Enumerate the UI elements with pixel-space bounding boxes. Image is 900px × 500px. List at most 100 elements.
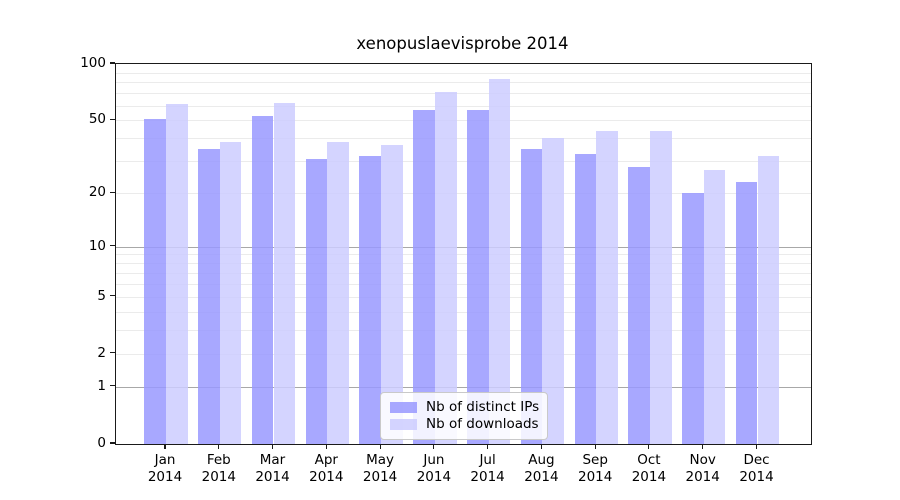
x-tick — [648, 444, 650, 450]
x-tick-label-aug: Aug 2014 — [511, 452, 571, 486]
bar-distinct-ips-jul — [466, 109, 489, 444]
minor-gridline — [116, 353, 811, 355]
bar-downloads-aug — [542, 138, 565, 444]
x-tick-label-dec: Dec 2014 — [727, 452, 787, 486]
bar-downloads-jan — [166, 104, 188, 444]
y-tick-label: 5 — [97, 287, 106, 304]
x-tick-label-feb: Feb 2014 — [189, 452, 249, 486]
x-tick-year-label: 2014 — [309, 469, 344, 485]
major-gridline — [116, 386, 811, 388]
x-tick — [702, 444, 704, 450]
y-tick-label: 2 — [97, 344, 106, 361]
bar-downloads-nov — [703, 169, 726, 444]
y-tick — [110, 245, 115, 247]
bar-downloads-dec — [757, 156, 780, 444]
x-tick-year-label: 2014 — [739, 469, 774, 485]
x-tick-year-label: 2014 — [524, 469, 559, 485]
minor-gridline — [116, 120, 811, 122]
x-tick-label-jan: Jan 2014 — [135, 452, 195, 486]
minor-gridline — [116, 311, 811, 313]
x-tick-label-mar: Mar 2014 — [243, 452, 303, 486]
y-tick-label: 10 — [88, 237, 106, 254]
bar-downloads-oct — [649, 130, 672, 444]
bar-downloads-apr — [327, 142, 349, 444]
x-tick — [271, 444, 274, 450]
minor-gridline — [116, 272, 811, 274]
y-tick-label: 50 — [88, 111, 106, 128]
y-tick-label: 20 — [88, 184, 106, 201]
bar-downloads-feb — [219, 142, 242, 444]
x-tick-label-may: May 2014 — [350, 452, 410, 486]
bar-distinct-ips-apr — [305, 158, 328, 444]
bar-downloads-jun — [434, 91, 457, 444]
bar-distinct-ips-dec — [735, 182, 758, 444]
downloads-swatch-icon — [390, 419, 417, 430]
x-tick-year-label: 2014 — [685, 469, 720, 485]
x-tick — [755, 444, 758, 450]
bar-distinct-ips-aug — [520, 148, 543, 444]
minor-gridline — [116, 82, 811, 84]
minor-gridline — [116, 72, 811, 74]
bar-downloads-sep — [596, 130, 618, 444]
x-tick-label-apr: Apr 2014 — [296, 452, 356, 486]
x-tick-year-label: 2014 — [578, 469, 613, 485]
y-tick-label: 100 — [80, 55, 106, 71]
y-tick-label: 0 — [97, 435, 106, 451]
x-tick-label-oct: Oct 2014 — [619, 452, 679, 486]
x-tick-year-label: 2014 — [416, 469, 452, 485]
y-tick — [110, 442, 115, 444]
x-tick-label-jun: Jun 2014 — [404, 452, 464, 486]
x-tick — [433, 444, 435, 450]
y-tick-label: 1 — [97, 377, 106, 394]
y-tick — [110, 294, 115, 297]
distinct-ips-swatch-icon — [390, 402, 417, 413]
x-tick-year-label: 2014 — [147, 469, 183, 485]
bar-downloads-may — [381, 144, 403, 444]
minor-gridline — [116, 93, 811, 94]
chart-title: xenopuslaevisprobe 2014 — [356, 34, 569, 53]
y-tick — [110, 385, 115, 387]
legend-label-distinct-ips: Nb of distinct IPs — [426, 399, 540, 415]
minor-gridline — [116, 329, 811, 331]
bar-distinct-ips-feb — [198, 148, 220, 444]
x-tick-label-sep: Sep 2014 — [565, 452, 625, 486]
y-tick — [110, 351, 115, 354]
x-tick-year-label: 2014 — [470, 469, 505, 485]
bar-distinct-ips-jan — [144, 118, 166, 444]
x-tick — [164, 444, 166, 450]
x-tick — [594, 444, 596, 450]
x-tick — [540, 444, 542, 450]
legend-row-distinct-ips: Nb of distinct IPs — [390, 399, 540, 416]
x-tick-year-label: 2014 — [201, 469, 236, 485]
legend-label-downloads: Nb of downloads — [426, 416, 539, 432]
legend-row-downloads: Nb of downloads — [390, 416, 539, 433]
major-gridline — [116, 246, 811, 248]
bar-distinct-ips-mar — [251, 115, 274, 444]
minor-gridline — [116, 296, 811, 298]
bar-distinct-ips-may — [359, 156, 382, 444]
bar-distinct-ips-nov — [682, 193, 704, 444]
bar-distinct-ips-jun — [413, 109, 435, 444]
minor-gridline — [116, 193, 811, 195]
bar-downloads-jul — [488, 79, 511, 444]
x-tick-year-label: 2014 — [631, 469, 667, 485]
minor-gridline — [116, 283, 811, 285]
bar-distinct-ips-oct — [628, 166, 650, 444]
y-tick — [110, 191, 115, 193]
bar-distinct-ips-sep — [574, 153, 597, 444]
minor-gridline — [116, 263, 811, 265]
bar-downloads-mar — [273, 102, 296, 444]
plot-area — [115, 63, 812, 445]
x-tick — [379, 444, 381, 450]
minor-gridline — [116, 161, 811, 163]
x-tick-label-nov: Nov 2014 — [673, 452, 733, 486]
x-tick — [325, 444, 327, 450]
y-tick — [110, 118, 115, 120]
x-tick — [487, 444, 489, 450]
legend: Nb of distinct IPs Nb of downloads — [380, 392, 548, 440]
x-tick — [218, 444, 220, 450]
x-tick-year-label: 2014 — [255, 469, 290, 485]
x-tick-label-jul: Jul 2014 — [458, 452, 518, 486]
minor-gridline — [116, 105, 811, 107]
